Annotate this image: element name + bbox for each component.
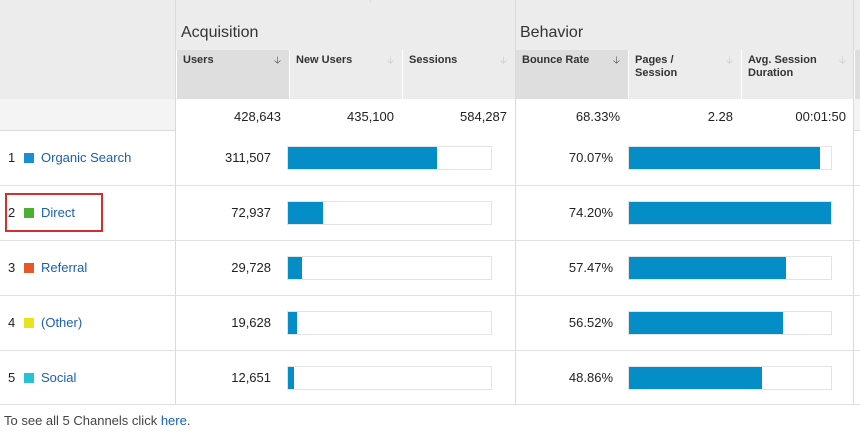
row-number: 5 (8, 370, 16, 385)
channel-link[interactable]: Direct (41, 205, 75, 220)
bounce-rate-bar-track (628, 366, 832, 390)
bounce-rate-bar-fill (629, 202, 831, 224)
column-header-users[interactable]: Users 🡣 (176, 50, 289, 99)
dimension-header (0, 50, 176, 99)
bounce-rate-value: 57.47% (568, 260, 613, 275)
users-value: 72,937 (231, 205, 271, 220)
row-divider (0, 404, 860, 405)
bounce-rate-value: 56.52% (568, 315, 613, 330)
bounce-rate-bar-track (628, 256, 832, 280)
bounce-rate-value: 70.07% (568, 150, 613, 165)
row-number: 3 (8, 260, 16, 275)
sort-arrow-icon[interactable]: 🡣 (612, 55, 620, 66)
row-divider (0, 185, 860, 186)
bounce-rate-value: 74.20% (568, 205, 613, 220)
users-bar-fill (288, 367, 295, 389)
highlight-annotation (5, 193, 103, 232)
column-label: Sessions (409, 54, 458, 66)
column-label: Avg. Session Duration (748, 54, 817, 79)
column-header-pages-session[interactable]: Pages / Session 🡣 (628, 50, 741, 99)
bounce-rate-value: 48.86% (568, 370, 613, 385)
total-users: 428,643 (176, 99, 289, 131)
sort-arrow-icon[interactable]: 🡣 (838, 55, 846, 66)
column-divider (853, 0, 854, 405)
total-bounce-rate: 68.33% (515, 99, 628, 131)
bounce-rate-bar-track (628, 146, 832, 170)
channel-color-swatch (24, 153, 34, 163)
column-label: Bounce Rate (522, 54, 590, 66)
total-new-users: 435,100 (289, 99, 402, 131)
users-bar-fill (288, 257, 303, 279)
total-sessions: 584,287 (402, 99, 515, 131)
row-number: 2 (8, 205, 16, 220)
channel-color-swatch (24, 318, 34, 328)
users-bar-fill (288, 312, 298, 334)
header-divider (370, 0, 371, 3)
bounce-rate-bar-fill (629, 367, 763, 389)
row-divider (0, 350, 860, 351)
channel-color-swatch (24, 373, 34, 383)
footer-suffix: . (186, 413, 191, 428)
see-all-channels-link[interactable]: here (160, 413, 187, 428)
users-bar-fill (288, 202, 323, 224)
channel-link[interactable]: (Other) (41, 315, 83, 330)
column-label: New Users (296, 54, 353, 66)
users-bar-track (287, 256, 492, 280)
bounce-rate-bar-track (628, 201, 832, 225)
channel-color-swatch (24, 208, 34, 218)
column-header-sessions[interactable]: Sessions 🡣 (402, 50, 515, 99)
sort-arrow-icon[interactable]: 🡣 (725, 55, 733, 66)
group-title-behavior: Behavior (520, 24, 584, 41)
next-column-edge (854, 50, 860, 99)
users-bar-track (287, 366, 492, 390)
users-bar-track (287, 201, 492, 225)
column-label: Pages / Session (635, 54, 678, 79)
total-pages-session: 2.28 (628, 99, 741, 131)
column-label: Users (183, 54, 214, 66)
channel-link[interactable]: Organic Search (41, 150, 132, 165)
users-value: 12,651 (231, 370, 271, 385)
row-number: 1 (8, 150, 16, 165)
column-header-avg-duration[interactable]: Avg. Session Duration 🡣 (741, 50, 854, 99)
users-bar-track (287, 146, 492, 170)
users-value: 29,728 (231, 260, 271, 275)
bounce-rate-bar-fill (629, 312, 783, 334)
bounce-rate-bar-track (628, 311, 832, 335)
sort-desc-arrow-icon[interactable]: 🡣 (273, 55, 281, 66)
footer-text: To see all 5 Channels click (4, 413, 158, 428)
users-value: 311,507 (224, 150, 271, 165)
bounce-rate-bar-fill (629, 147, 820, 169)
channel-color-swatch (24, 263, 34, 273)
total-avg-duration: 00:01:50 (741, 99, 854, 131)
sort-arrow-icon[interactable]: 🡣 (499, 55, 507, 66)
sort-arrow-icon[interactable]: 🡣 (386, 55, 394, 66)
group-title-acquisition: Acquisition (181, 24, 259, 41)
column-header-new-users[interactable]: New Users 🡣 (289, 50, 402, 99)
column-divider (515, 0, 516, 405)
users-bar-track (287, 311, 492, 335)
row-divider (0, 295, 860, 296)
channel-link[interactable]: Social (41, 370, 77, 385)
users-bar-fill (288, 147, 438, 169)
header-band (0, 0, 860, 50)
column-divider (175, 0, 176, 405)
bounce-rate-bar-fill (629, 257, 786, 279)
channel-link[interactable]: Referral (41, 260, 88, 275)
row-divider (0, 240, 860, 241)
row-number: 4 (8, 315, 16, 330)
column-header-bounce-rate[interactable]: Bounce Rate 🡣 (515, 50, 628, 99)
users-value: 19,628 (231, 315, 271, 330)
footer-note: To see all 5 Channels click here. (4, 413, 190, 428)
